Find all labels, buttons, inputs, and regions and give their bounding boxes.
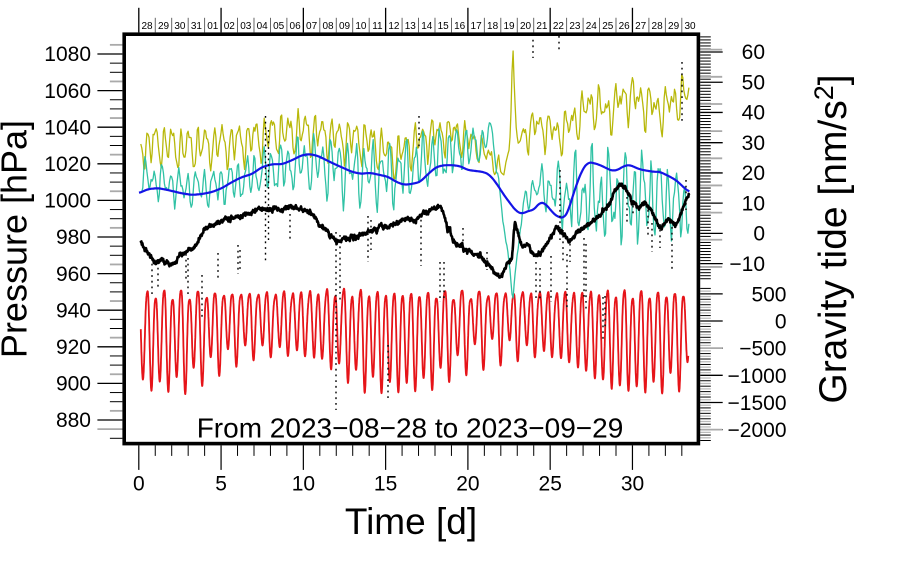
svg-text:−500: −500 — [739, 338, 786, 361]
svg-text:31: 31 — [191, 21, 203, 32]
svg-text:08: 08 — [322, 21, 334, 32]
svg-text:24: 24 — [586, 21, 598, 32]
svg-text:5: 5 — [215, 473, 227, 496]
svg-text:20: 20 — [456, 473, 479, 496]
svg-text:03: 03 — [240, 21, 252, 32]
svg-text:02: 02 — [224, 21, 236, 32]
svg-text:1060: 1060 — [44, 80, 91, 103]
svg-text:09: 09 — [339, 21, 351, 32]
svg-text:23: 23 — [569, 21, 581, 32]
svg-text:40: 40 — [742, 102, 765, 125]
svg-text:15: 15 — [438, 21, 450, 32]
svg-text:14: 14 — [421, 21, 433, 32]
svg-text:500: 500 — [751, 283, 786, 306]
svg-text:20: 20 — [520, 21, 532, 32]
svg-text:880: 880 — [56, 409, 91, 432]
svg-text:−1500: −1500 — [728, 392, 787, 415]
svg-text:940: 940 — [56, 299, 91, 322]
svg-text:30: 30 — [621, 473, 644, 496]
svg-text:17: 17 — [471, 21, 483, 32]
svg-text:0: 0 — [133, 473, 145, 496]
svg-text:15: 15 — [374, 473, 397, 496]
svg-text:12: 12 — [388, 21, 400, 32]
svg-text:18: 18 — [487, 21, 499, 32]
svg-text:07: 07 — [306, 21, 318, 32]
svg-text:10: 10 — [355, 21, 367, 32]
svg-text:980: 980 — [56, 226, 91, 249]
svg-text:29: 29 — [158, 21, 170, 32]
svg-text:28: 28 — [141, 21, 153, 32]
svg-text:25: 25 — [602, 21, 614, 32]
svg-text:28: 28 — [652, 21, 664, 32]
svg-text:16: 16 — [454, 21, 466, 32]
svg-text:13: 13 — [405, 21, 417, 32]
svg-text:Pressure [hPa]: Pressure [hPa] — [0, 120, 35, 358]
svg-text:Time [d]: Time [d] — [345, 501, 477, 542]
svg-text:960: 960 — [56, 263, 91, 286]
svg-text:900: 900 — [56, 373, 91, 396]
svg-text:20: 20 — [742, 162, 765, 185]
svg-text:From 2023−08−28 to 2023−09−29: From 2023−08−28 to 2023−09−29 — [197, 412, 624, 443]
svg-text:50: 50 — [742, 71, 765, 94]
svg-text:21: 21 — [536, 21, 548, 32]
svg-text:25: 25 — [539, 473, 562, 496]
svg-text:−10: −10 — [729, 253, 765, 276]
svg-text:−2000: −2000 — [728, 419, 787, 442]
svg-text:30: 30 — [684, 21, 696, 32]
svg-text:29: 29 — [668, 21, 680, 32]
svg-text:30: 30 — [174, 21, 186, 32]
svg-text:0: 0 — [775, 311, 787, 334]
svg-text:60: 60 — [742, 41, 765, 64]
svg-text:30: 30 — [742, 132, 765, 155]
svg-text:−1000: −1000 — [728, 365, 787, 388]
svg-text:04: 04 — [257, 21, 269, 32]
svg-text:Gravity tide [nm/s2]: Gravity tide [nm/s2] — [809, 74, 855, 403]
svg-text:27: 27 — [635, 21, 647, 32]
svg-text:05: 05 — [273, 21, 285, 32]
svg-text:1080: 1080 — [44, 43, 91, 66]
svg-text:1000: 1000 — [44, 190, 91, 213]
svg-text:06: 06 — [290, 21, 302, 32]
svg-text:01: 01 — [207, 21, 219, 32]
svg-text:920: 920 — [56, 336, 91, 359]
svg-text:10: 10 — [742, 192, 765, 215]
svg-text:22: 22 — [553, 21, 565, 32]
svg-text:19: 19 — [503, 21, 515, 32]
svg-text:10: 10 — [292, 473, 315, 496]
svg-text:0: 0 — [753, 223, 765, 246]
svg-text:1020: 1020 — [44, 153, 91, 176]
svg-text:11: 11 — [372, 21, 383, 32]
svg-text:1040: 1040 — [44, 116, 91, 139]
svg-text:26: 26 — [619, 21, 631, 32]
